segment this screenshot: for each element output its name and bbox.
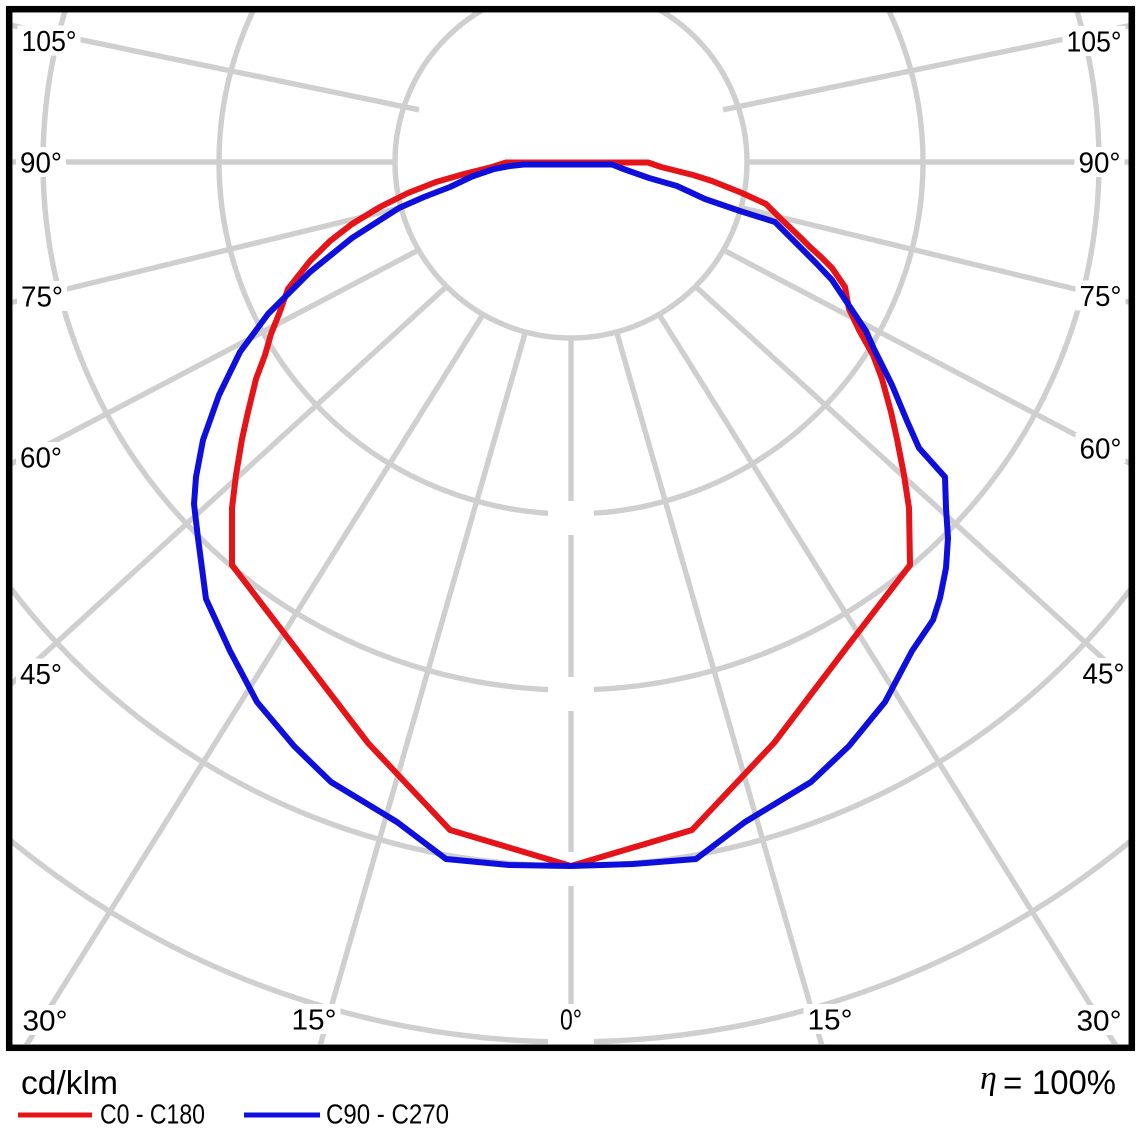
svg-text:cd/klm: cd/klm xyxy=(21,1064,118,1101)
svg-text:75°: 75° xyxy=(1080,281,1122,313)
svg-text:C90 - C270: C90 - C270 xyxy=(326,1099,449,1130)
svg-text:75°: 75° xyxy=(21,282,63,314)
svg-text:45°: 45° xyxy=(20,659,62,691)
svg-text:45°: 45° xyxy=(1083,659,1125,691)
svg-text:105°: 105° xyxy=(22,26,77,58)
svg-text:15°: 15° xyxy=(292,1005,337,1037)
svg-text:=: = xyxy=(1003,1064,1022,1101)
svg-text:0°: 0° xyxy=(560,1005,582,1037)
svg-text:30°: 30° xyxy=(1077,1006,1122,1038)
svg-text:15°: 15° xyxy=(808,1005,853,1037)
svg-text:105°: 105° xyxy=(1067,27,1122,59)
svg-text:100%: 100% xyxy=(1032,1064,1116,1102)
svg-text:90°: 90° xyxy=(20,148,62,180)
svg-text:30°: 30° xyxy=(23,1006,68,1038)
svg-text:60°: 60° xyxy=(1080,434,1122,466)
svg-text:60°: 60° xyxy=(20,443,62,475)
svg-text:C0 - C180: C0 - C180 xyxy=(100,1099,205,1130)
svg-text:η: η xyxy=(980,1060,997,1097)
svg-text:90°: 90° xyxy=(1079,148,1121,180)
